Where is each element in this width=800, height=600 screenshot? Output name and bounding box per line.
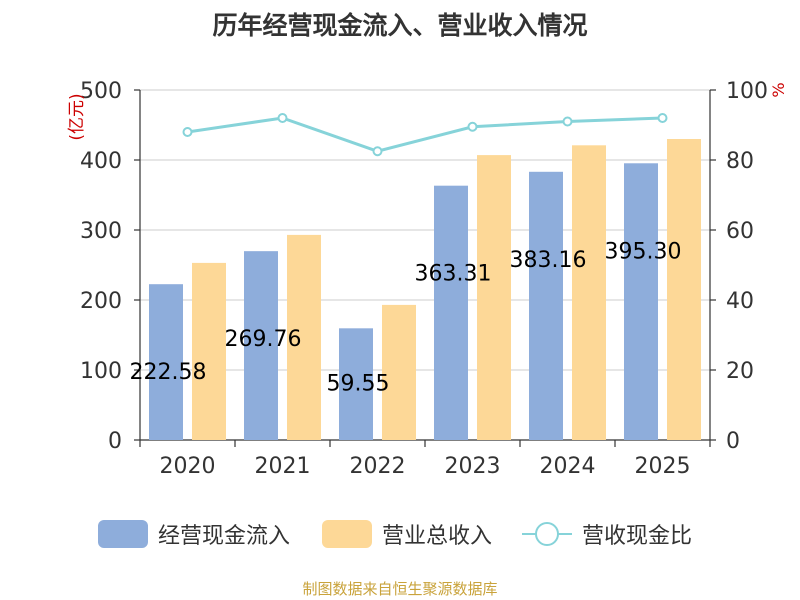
- cash-inflow-data-label: 222.58: [130, 360, 207, 385]
- x-axis-tick-label: 2025: [635, 454, 691, 479]
- cash-inflow-bar: [434, 185, 468, 440]
- right-unit-label: %: [769, 82, 788, 97]
- ratio-line: [187, 116, 663, 153]
- cash-inflow-bar: [339, 328, 373, 440]
- revenue-bar: [382, 304, 416, 440]
- x-axis-tick-label: 2023: [445, 454, 501, 479]
- cash-inflow-bar: [149, 284, 183, 440]
- x-axis-tick-label: 2021: [255, 454, 311, 479]
- legend-swatch-revenue: [322, 520, 372, 548]
- cash-inflow-bar: [529, 171, 563, 440]
- x-axis-tick-label: 2022: [350, 454, 406, 479]
- revenue-bar: [572, 145, 606, 441]
- x-axis-tick-label: 2020: [160, 454, 216, 479]
- revenue-bar: [667, 139, 701, 440]
- cash-inflow-bar: [624, 163, 658, 441]
- left-axis-tick-label: 0: [108, 429, 122, 454]
- cash-inflow-data-label: 59.55: [327, 371, 390, 396]
- ratio-point: [182, 127, 193, 137]
- right-axis-tick-label: 0: [726, 429, 740, 454]
- right-axis-tick-label: 20: [726, 359, 754, 384]
- ratio-point: [277, 113, 288, 123]
- left-axis-tick-label: 100: [80, 359, 122, 384]
- legend-label-ratio: 营收现金比: [582, 524, 693, 549]
- revenue-bar: [477, 155, 511, 440]
- legend-line-ratio-icon: [522, 520, 572, 548]
- cash-inflow-data-label: 363.31: [415, 262, 492, 287]
- right-axis-tick-label: 100: [726, 79, 768, 104]
- left-axis-tick-label: 400: [80, 149, 122, 174]
- cash-inflow-bar: [244, 251, 278, 440]
- revenue-bar: [287, 234, 321, 440]
- legend-item-cash-inflow[interactable]: 经营现金流入: [98, 512, 290, 556]
- cash-inflow-data-label: 269.76: [225, 327, 302, 352]
- left-axis-tick-label: 500: [80, 79, 122, 104]
- left-unit-label: (亿元): [67, 93, 87, 140]
- ratio-point: [467, 121, 478, 132]
- right-axis-tick-label: 80: [726, 149, 754, 174]
- legend-item-ratio[interactable]: 营收现金比: [522, 512, 692, 556]
- revenue-bar: [192, 262, 226, 440]
- right-axis-tick-label: 40: [726, 289, 754, 314]
- legend-swatch-cash-inflow: [98, 520, 148, 548]
- legend: 经营现金流入 营业总收入 营收现金比: [0, 512, 800, 556]
- chart-title: 历年经营现金流入、营业收入情况: [212, 11, 588, 40]
- ratio-point: [657, 113, 668, 123]
- cash-inflow-data-label: 395.30: [605, 239, 682, 264]
- legend-label-cash-inflow: 经营现金流入: [158, 524, 291, 549]
- x-axis-tick-label: 2024: [540, 454, 596, 479]
- legend-item-revenue[interactable]: 营业总收入: [322, 512, 492, 556]
- ratio-point: [562, 116, 573, 127]
- right-axis-tick-label: 60: [726, 219, 754, 244]
- legend-label-revenue: 营业总收入: [382, 524, 493, 549]
- left-axis-tick-label: 200: [80, 289, 122, 314]
- cash-inflow-data-label: 383.16: [510, 248, 587, 273]
- left-axis-tick-label: 300: [80, 219, 122, 244]
- source-note: 制图数据来自恒生聚源数据库: [302, 580, 498, 598]
- ratio-point: [372, 146, 383, 157]
